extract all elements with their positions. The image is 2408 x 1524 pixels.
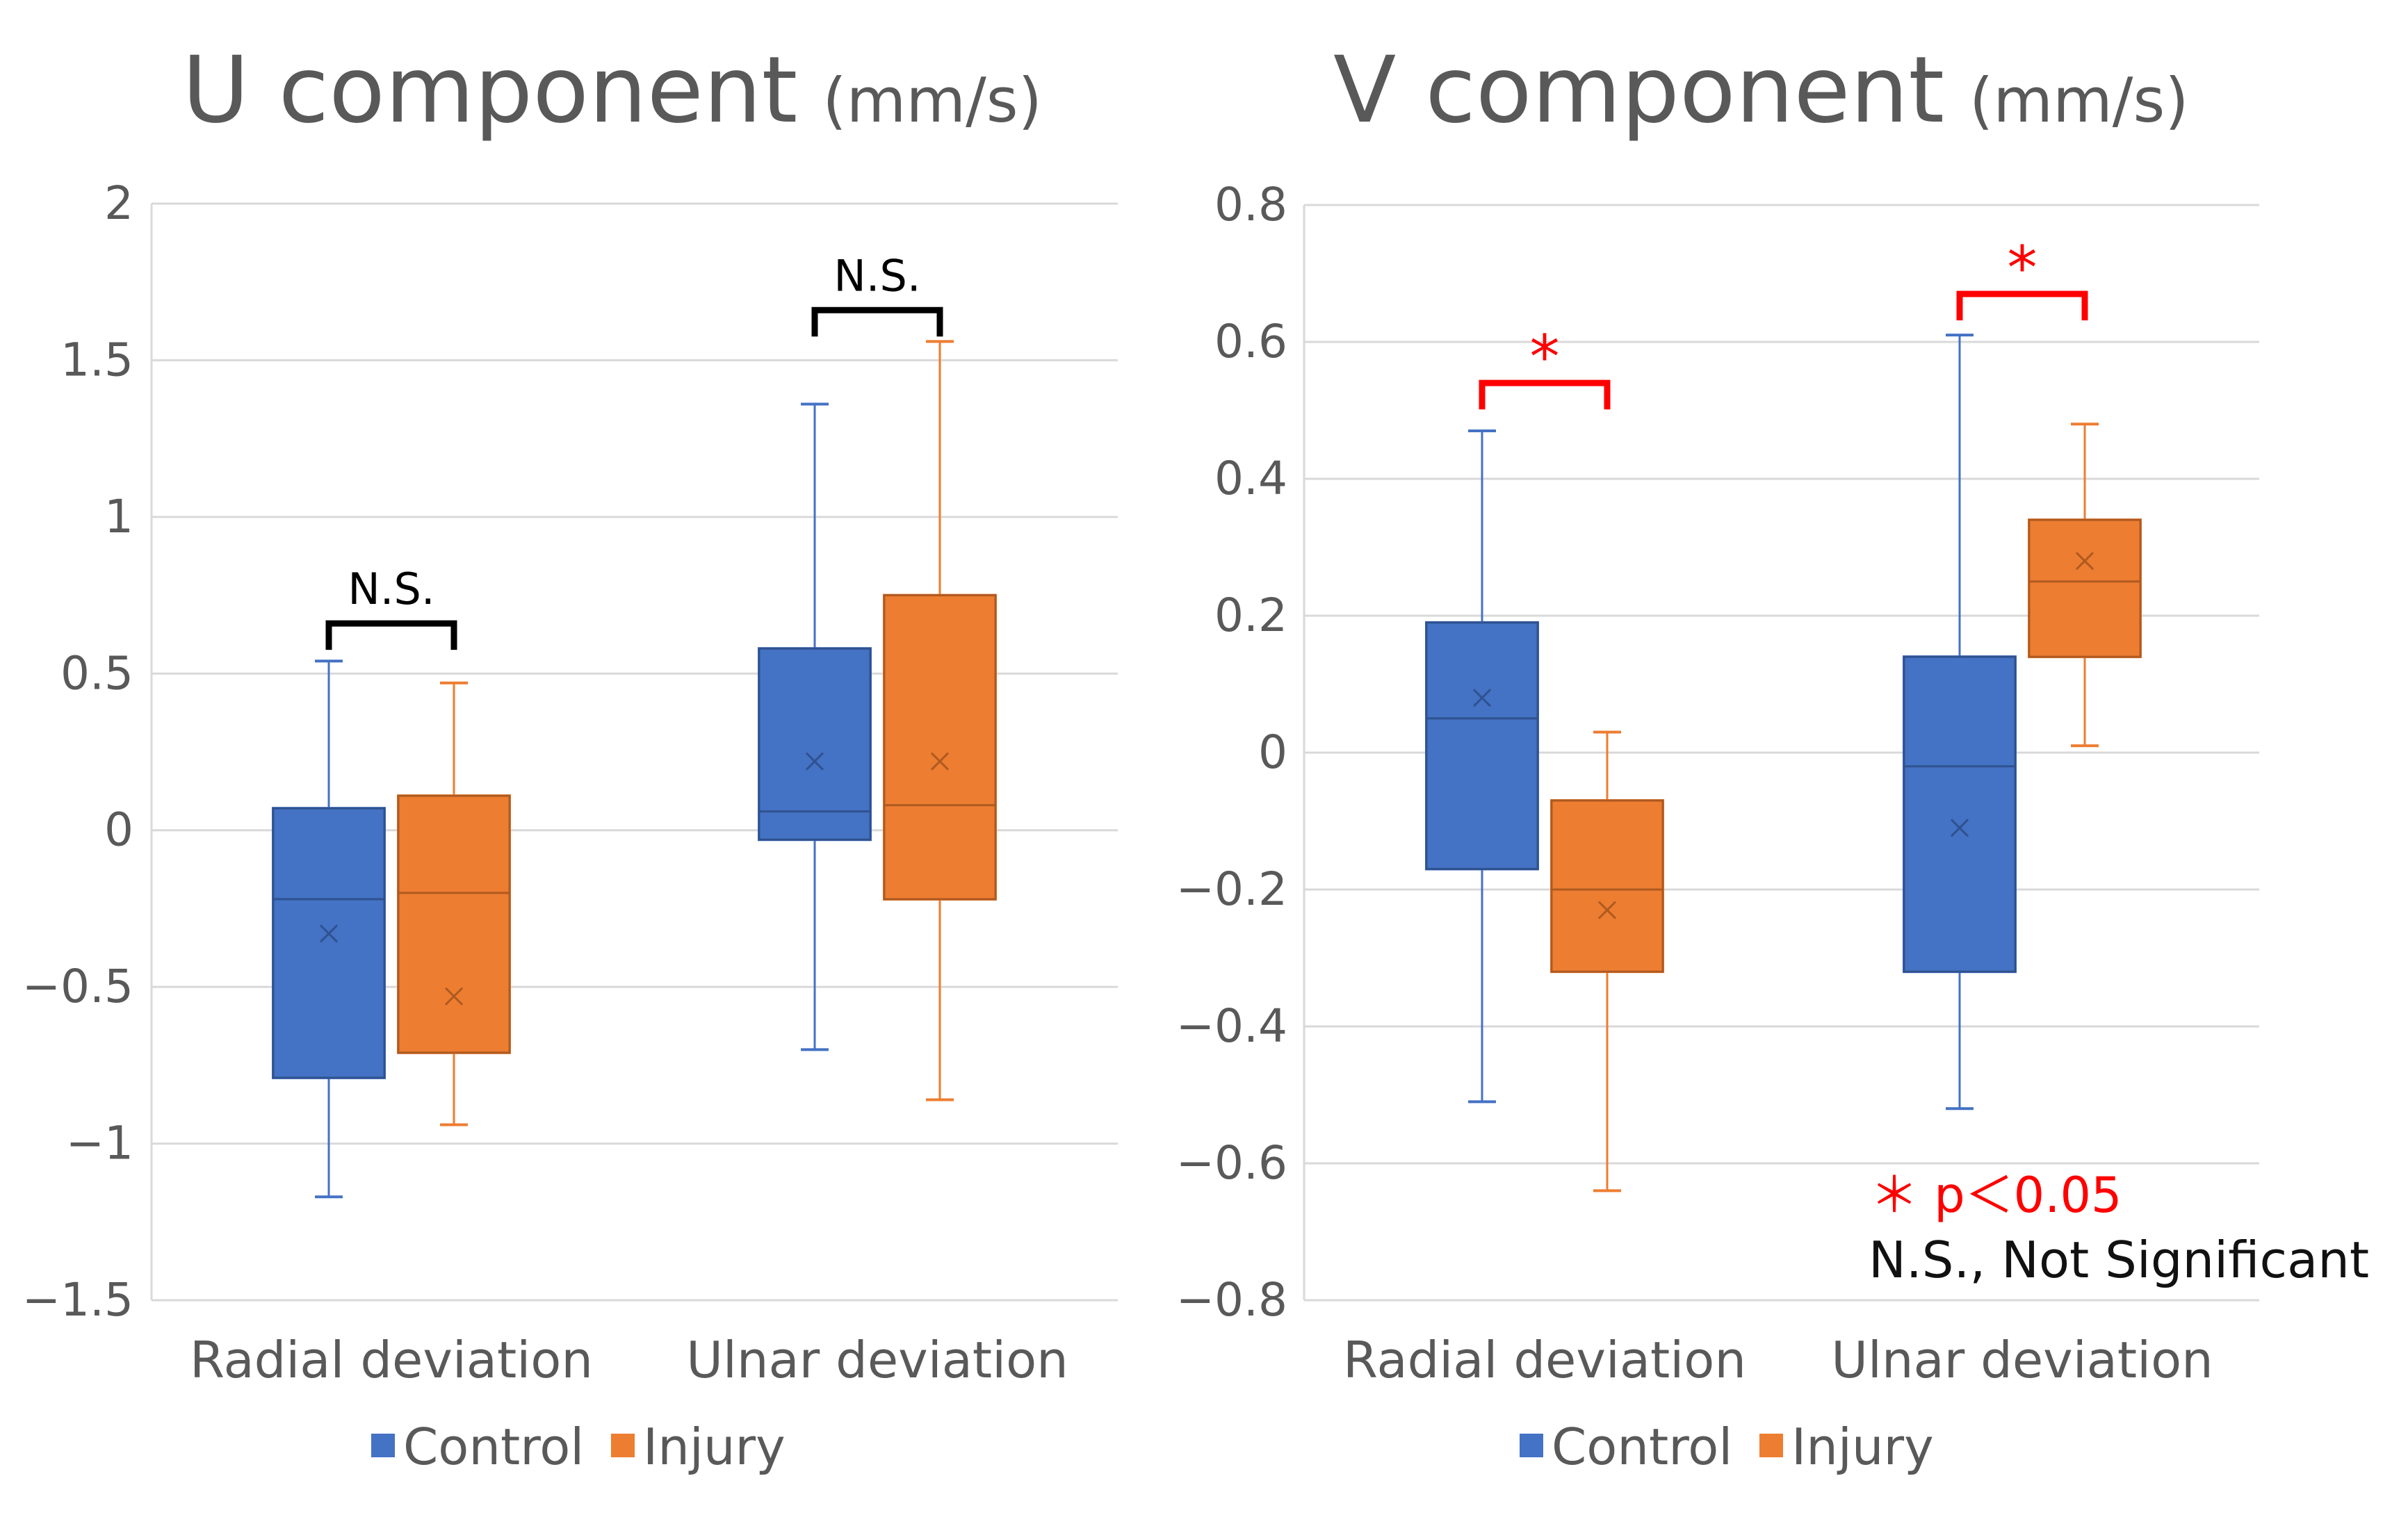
iqr-box [397, 794, 511, 1054]
chart-unit: (mm/s) [822, 65, 1042, 136]
iqr-box-border [1425, 621, 1539, 870]
legend-swatch [1520, 1434, 1543, 1457]
iqr-box [1903, 655, 2017, 974]
x-category-label: Ulnar deviation [1831, 1331, 2213, 1389]
legend-label: Injury [1791, 1418, 1934, 1476]
mean-marker [1597, 901, 1617, 919]
iqr-box-border [1550, 799, 1664, 973]
injury-box [883, 340, 997, 1101]
significance-label: N.S. [833, 250, 920, 301]
iqr-box-border [397, 794, 511, 1054]
iqr-box-border [2028, 518, 2142, 658]
iqr-box [1425, 621, 1539, 871]
iqr-box [1550, 798, 1664, 974]
injury-box [1550, 730, 1664, 1193]
y-tick-label: −1.5 [22, 1273, 133, 1327]
chart-unit: (mm/s) [1969, 65, 2189, 136]
iqr-box-border [883, 594, 997, 901]
y-tick-label: 0.8 [1214, 178, 1287, 231]
x-category-label: Ulnar deviation [686, 1331, 1068, 1389]
mean-marker [1950, 819, 1969, 837]
y-tick-label: 0 [1258, 726, 1287, 779]
mean-marker [1472, 689, 1492, 707]
injury-box [2028, 423, 2142, 748]
iqr-box [2028, 518, 2142, 659]
significance-bracket [325, 620, 457, 650]
iqr-box [883, 593, 997, 901]
y-tick-label: 0.2 [1214, 589, 1287, 642]
legend-label: Injury [643, 1418, 786, 1476]
significance-label: N.S. [348, 564, 434, 614]
y-tick-label: 0.4 [1214, 452, 1287, 505]
legend-swatch [1759, 1434, 1783, 1457]
legend-label: Control [403, 1418, 584, 1476]
control-box [1903, 334, 2017, 1111]
x-category-label: Radial deviation [1343, 1331, 1746, 1389]
y-tick-label: 0 [104, 803, 133, 857]
injury-box [397, 681, 511, 1126]
footnotes: ＊ p＜0.05 N.S., Not Significant [1869, 1167, 2369, 1289]
y-tick-label: 1.5 [60, 333, 133, 386]
iqr-box-border [758, 647, 872, 841]
y-tick-label: −1 [66, 1117, 133, 1170]
legend-swatch [611, 1434, 635, 1457]
x-category-label: Radial deviation [190, 1331, 593, 1389]
legend-swatch [371, 1434, 395, 1457]
control-box [1425, 429, 1539, 1104]
y-tick-label: 0.6 [1214, 315, 1287, 368]
significance-footnote: ＊ p＜0.05 [1870, 1167, 2122, 1224]
control-box [272, 659, 386, 1199]
legend-label: Control [1552, 1418, 1732, 1476]
iqr-box-border [272, 807, 386, 1079]
significance-bracket [1479, 379, 1611, 410]
mean-marker [2075, 552, 2094, 571]
y-tick-label: 0.5 [60, 646, 133, 700]
mean-marker [444, 987, 464, 1006]
mean-marker [319, 924, 339, 943]
chart-title: V component (mm/s) [1333, 37, 2189, 144]
y-tick-label: −0.2 [1176, 862, 1287, 916]
u-component-panel: U component (mm/s) 2 1.5 1 0.5 0 −0.5 −1 −1.5 Radi… [22, 37, 1118, 1476]
significance-bracket [811, 306, 943, 337]
y-tick-label: −0.4 [1176, 999, 1287, 1053]
significance-label: * [1530, 322, 1560, 392]
not-significant-footnote: N.S., Not Significant [1869, 1231, 2369, 1289]
mean-marker [805, 752, 824, 771]
y-tick-label: −0.8 [1176, 1273, 1287, 1327]
y-tick-label: −0.5 [22, 960, 133, 1013]
y-tick-label: 2 [104, 177, 133, 230]
iqr-box-border [1903, 655, 2017, 973]
mean-marker [930, 752, 950, 771]
v-component-panel: V component (mm/s) 0.8 0.6 0.4 0.2 0 −0.2 −0.4 −0… [1176, 37, 2259, 1476]
iqr-box [272, 807, 386, 1079]
control-box [758, 402, 872, 1051]
y-tick-label: 1 [104, 490, 133, 543]
y-tick-label: −0.6 [1176, 1136, 1287, 1190]
significance-bracket [1956, 290, 2088, 321]
significance-label: * [2008, 233, 2037, 303]
chart-title: U component (mm/s) [182, 37, 1042, 144]
